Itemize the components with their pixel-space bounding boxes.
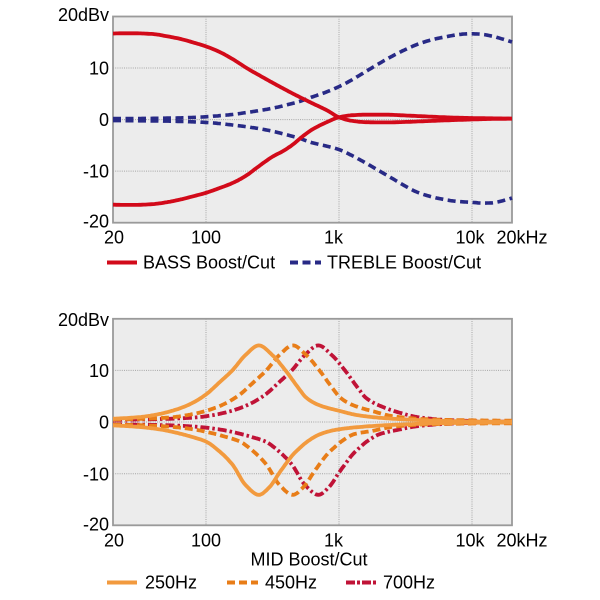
svg-text:0: 0 — [99, 413, 109, 433]
svg-text:20dBv: 20dBv — [58, 5, 109, 25]
svg-text:10k: 10k — [455, 530, 485, 550]
svg-text:10: 10 — [89, 361, 109, 381]
svg-text:450Hz: 450Hz — [265, 573, 317, 593]
svg-text:250Hz: 250Hz — [145, 573, 197, 593]
svg-text:20kHz: 20kHz — [496, 228, 547, 248]
svg-text:-20: -20 — [83, 514, 109, 534]
svg-text:10k: 10k — [455, 228, 485, 248]
svg-text:0: 0 — [99, 110, 109, 130]
svg-text:-20: -20 — [83, 212, 109, 232]
svg-text:1k: 1k — [324, 530, 344, 550]
svg-text:-10: -10 — [83, 162, 109, 182]
svg-text:TREBLE Boost/Cut: TREBLE Boost/Cut — [327, 253, 481, 273]
svg-text:100: 100 — [191, 530, 221, 550]
svg-text:20dBv: 20dBv — [58, 310, 109, 330]
svg-text:MID Boost/Cut: MID Boost/Cut — [250, 550, 367, 570]
svg-text:-10: -10 — [83, 464, 109, 484]
svg-text:10: 10 — [89, 59, 109, 79]
svg-text:1k: 1k — [324, 228, 344, 248]
svg-text:100: 100 — [191, 228, 221, 248]
svg-text:20: 20 — [104, 228, 124, 248]
svg-text:BASS Boost/Cut: BASS Boost/Cut — [143, 253, 275, 273]
svg-text:20kHz: 20kHz — [496, 530, 547, 550]
svg-text:700Hz: 700Hz — [383, 573, 435, 593]
svg-text:20: 20 — [104, 530, 124, 550]
